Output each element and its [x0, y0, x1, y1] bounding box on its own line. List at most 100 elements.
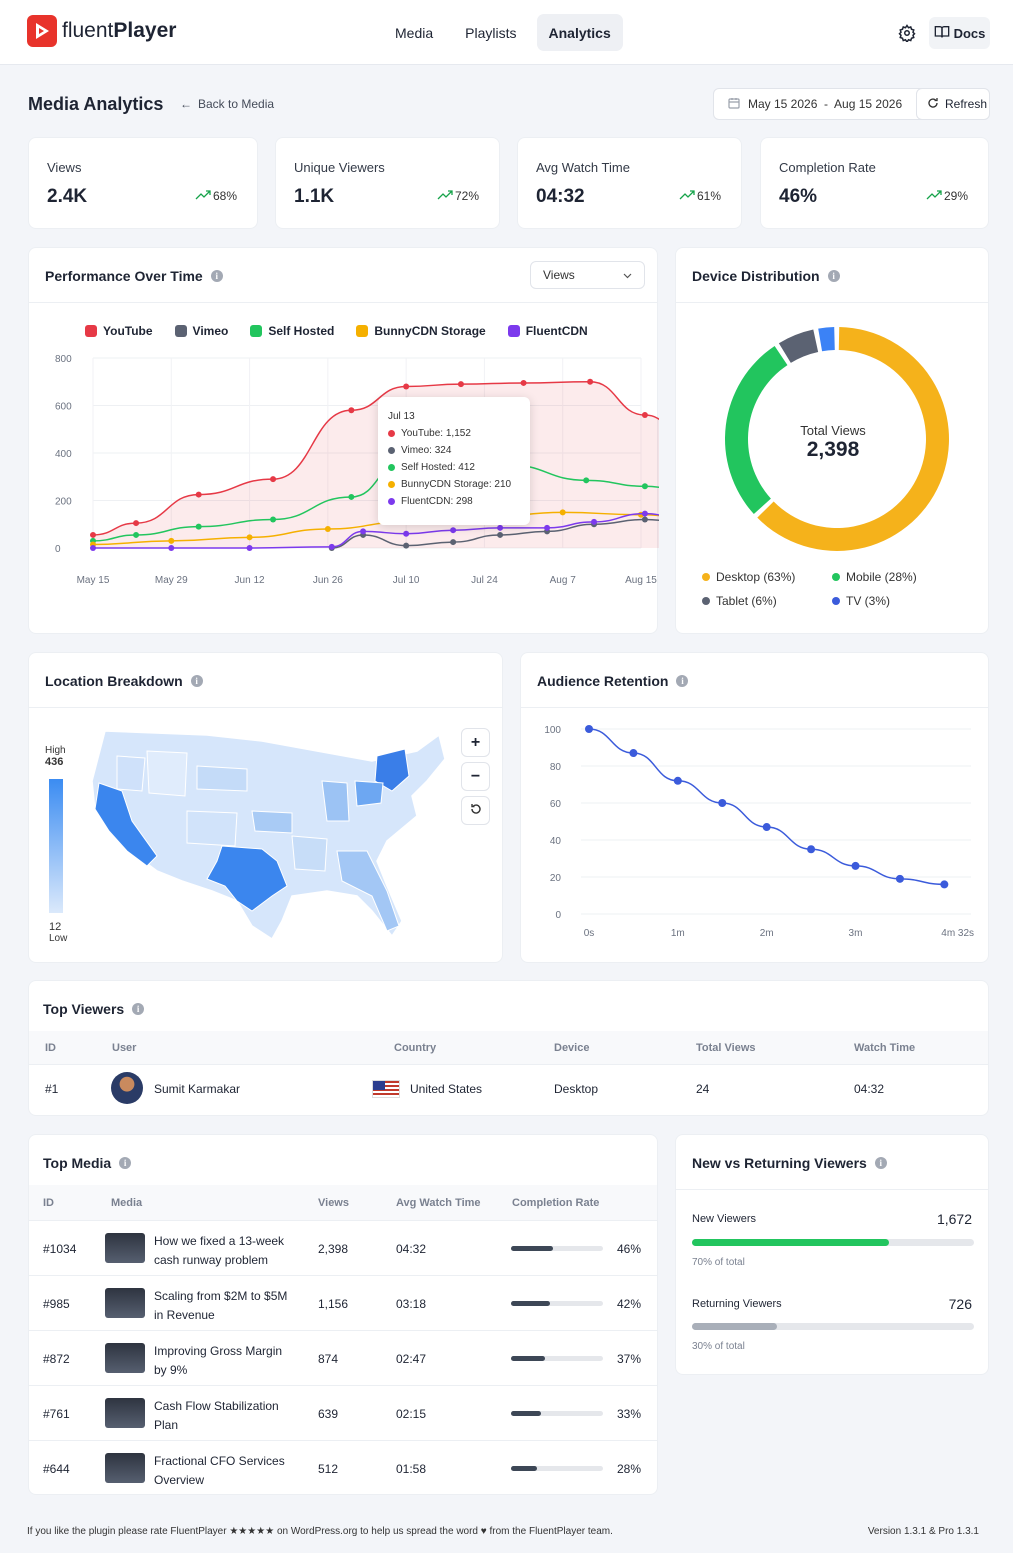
heart-icon: ♥	[480, 1526, 487, 1537]
device-donut-chart	[725, 327, 949, 551]
x-tick-label: Jun 26	[313, 575, 343, 586]
table-header: ID Media Views Avg Watch Time Completion…	[29, 1185, 657, 1220]
nav-playlists[interactable]: Playlists	[465, 24, 517, 41]
col-device: Device	[554, 1042, 590, 1054]
info-icon[interactable]: i	[874, 1157, 887, 1169]
map-low-value: 12	[49, 921, 62, 933]
info-icon[interactable]: i	[132, 1003, 145, 1015]
avatar	[111, 1072, 143, 1104]
table-row[interactable]: #1 Sumit Karmakar United States Desktop …	[29, 1065, 988, 1115]
docs-button[interactable]: Docs	[929, 17, 990, 49]
media-title[interactable]: Cash Flow Stabilization Plan	[154, 1399, 279, 1432]
reset-map-button[interactable]	[461, 796, 490, 825]
main-nav: Media Playlists Analytics	[383, 14, 623, 51]
viewer-views: 24	[696, 1082, 710, 1096]
map-high-value: 436	[45, 756, 64, 768]
col-id: ID	[45, 1042, 56, 1054]
media-row[interactable]: #872 Improving Gross Margin by 9% 874 02:47 3…	[29, 1330, 657, 1385]
info-icon[interactable]: i	[827, 270, 840, 282]
y-tick-label: 40	[550, 836, 562, 847]
data-point	[940, 880, 949, 889]
legend-desktop: Desktop (63%)	[702, 570, 832, 584]
legend-bunnycdn[interactable]: BunnyCDN Storage	[356, 324, 486, 338]
x-tick-label: Jul 24	[471, 575, 498, 586]
legend-fluentcdn[interactable]: FluentCDN	[507, 324, 588, 338]
data-point	[168, 545, 175, 551]
media-avg-watch: 04:32	[396, 1242, 427, 1256]
data-point	[168, 537, 175, 544]
info-icon[interactable]: i	[119, 1157, 132, 1169]
viewer-name[interactable]: Sumit Karmakar	[154, 1082, 241, 1096]
legend-vimeo[interactable]: Vimeo	[174, 324, 228, 338]
data-point	[403, 530, 410, 537]
media-title[interactable]: Fractional CFO Services Overview	[154, 1454, 285, 1487]
chevron-down-icon	[623, 268, 632, 282]
media-avg-watch: 01:58	[396, 1462, 427, 1476]
media-title[interactable]: Scaling from $2M to $5M in Revenue	[154, 1289, 288, 1322]
back-to-media-link[interactable]: ← Back to Media	[180, 97, 274, 111]
info-icon[interactable]: i	[676, 675, 689, 687]
media-avg-watch: 03:18	[396, 1297, 427, 1311]
metric-select[interactable]: Views	[530, 261, 645, 289]
location-title: Location Breakdown i	[45, 673, 203, 689]
brand-logo[interactable]: fluentPlayer	[27, 15, 176, 47]
media-row[interactable]: #644 Fractional CFO Services Overview 512 01…	[29, 1440, 657, 1495]
x-tick-label: Aug 15	[625, 575, 657, 586]
refresh-button[interactable]: Refresh	[916, 88, 990, 120]
rating-stars-icon[interactable]: ★★★★★	[229, 1526, 275, 1537]
us-choropleth-map[interactable]	[87, 721, 447, 951]
retention-card: Audience Retention i 0 20 40 60 80 100 0s 1m 2m 3m…	[520, 652, 989, 963]
media-views: 874	[318, 1352, 339, 1366]
data-point	[641, 516, 648, 523]
media-row[interactable]: #1034 How we fixed a 13-week cash runway p…	[29, 1220, 657, 1275]
media-title[interactable]: Improving Gross Margin by 9%	[154, 1344, 283, 1377]
stat-label: Avg Watch Time	[536, 160, 630, 175]
date-range-text: May 15 2026 - Aug 15 2026	[748, 97, 903, 111]
legend-tablet: Tablet (6%)	[702, 594, 832, 608]
stat-change: 72%	[437, 189, 479, 203]
nav-media[interactable]: Media	[395, 24, 434, 41]
top-media-card: Top Media i ID Media Views Avg Watch Time…	[28, 1134, 658, 1495]
stat-value: 04:32	[536, 186, 585, 207]
media-title[interactable]: How we fixed a 13-week cash runway proble…	[154, 1234, 285, 1267]
zoom-out-button[interactable]: −	[461, 762, 490, 791]
data-point	[90, 531, 96, 538]
info-icon[interactable]: i	[210, 270, 223, 282]
x-tick-label: May 29	[155, 575, 188, 586]
media-completion-rate: 28%	[617, 1462, 642, 1476]
map-high-label: High	[45, 745, 66, 756]
zoom-in-button[interactable]: +	[461, 728, 490, 757]
top-viewers-card: Top Viewers i ID User Country Device Tota…	[28, 980, 989, 1116]
info-icon[interactable]: i	[190, 675, 203, 687]
col-avg-watch-time: Avg Watch Time	[396, 1197, 481, 1209]
data-point	[641, 510, 648, 517]
donut-center-value: 2,398	[806, 438, 860, 461]
media-row[interactable]: #985 Scaling from $2M to $5M in Revenue 1,1…	[29, 1275, 657, 1330]
date-range-picker[interactable]: May 15 2026 - Aug 15 2026	[713, 88, 936, 120]
legend-mobile: Mobile (28%)	[832, 570, 952, 584]
settings-gear-icon[interactable]	[894, 20, 919, 45]
media-row[interactable]: #761 Cash Flow Stabilization Plan 639 02:15 3…	[29, 1385, 657, 1440]
media-completion-rate: 46%	[617, 1242, 642, 1256]
media-avg-watch: 02:15	[396, 1407, 427, 1421]
data-point	[762, 823, 771, 832]
data-point	[497, 531, 504, 538]
tooltip-vimeo: Vimeo: 324	[401, 445, 452, 456]
nav-analytics[interactable]: Analytics	[536, 14, 623, 51]
media-thumbnail	[105, 1398, 145, 1428]
data-point	[403, 542, 410, 549]
top-navigation-bar: fluentPlayer Media Playlists Analytics D…	[0, 0, 1013, 65]
data-point	[520, 379, 527, 386]
legend-self-hosted[interactable]: Self Hosted	[250, 324, 334, 338]
y-tick-label: 80	[550, 762, 562, 773]
data-point	[450, 539, 457, 546]
tooltip-self-hosted: Self Hosted: 412	[401, 462, 475, 473]
tooltip-fluentcdn: FluentCDN: 298	[401, 496, 473, 507]
book-icon	[934, 25, 950, 42]
stat-change: 29%	[926, 189, 968, 203]
tooltip-bunnycdn: BunnyCDN Storage: 210	[401, 479, 512, 490]
x-tick-label: 4m 32s	[941, 928, 974, 939]
media-id: #872	[43, 1352, 70, 1366]
legend-youtube[interactable]: YouTube	[85, 324, 153, 338]
media-completion-rate: 37%	[617, 1352, 642, 1366]
